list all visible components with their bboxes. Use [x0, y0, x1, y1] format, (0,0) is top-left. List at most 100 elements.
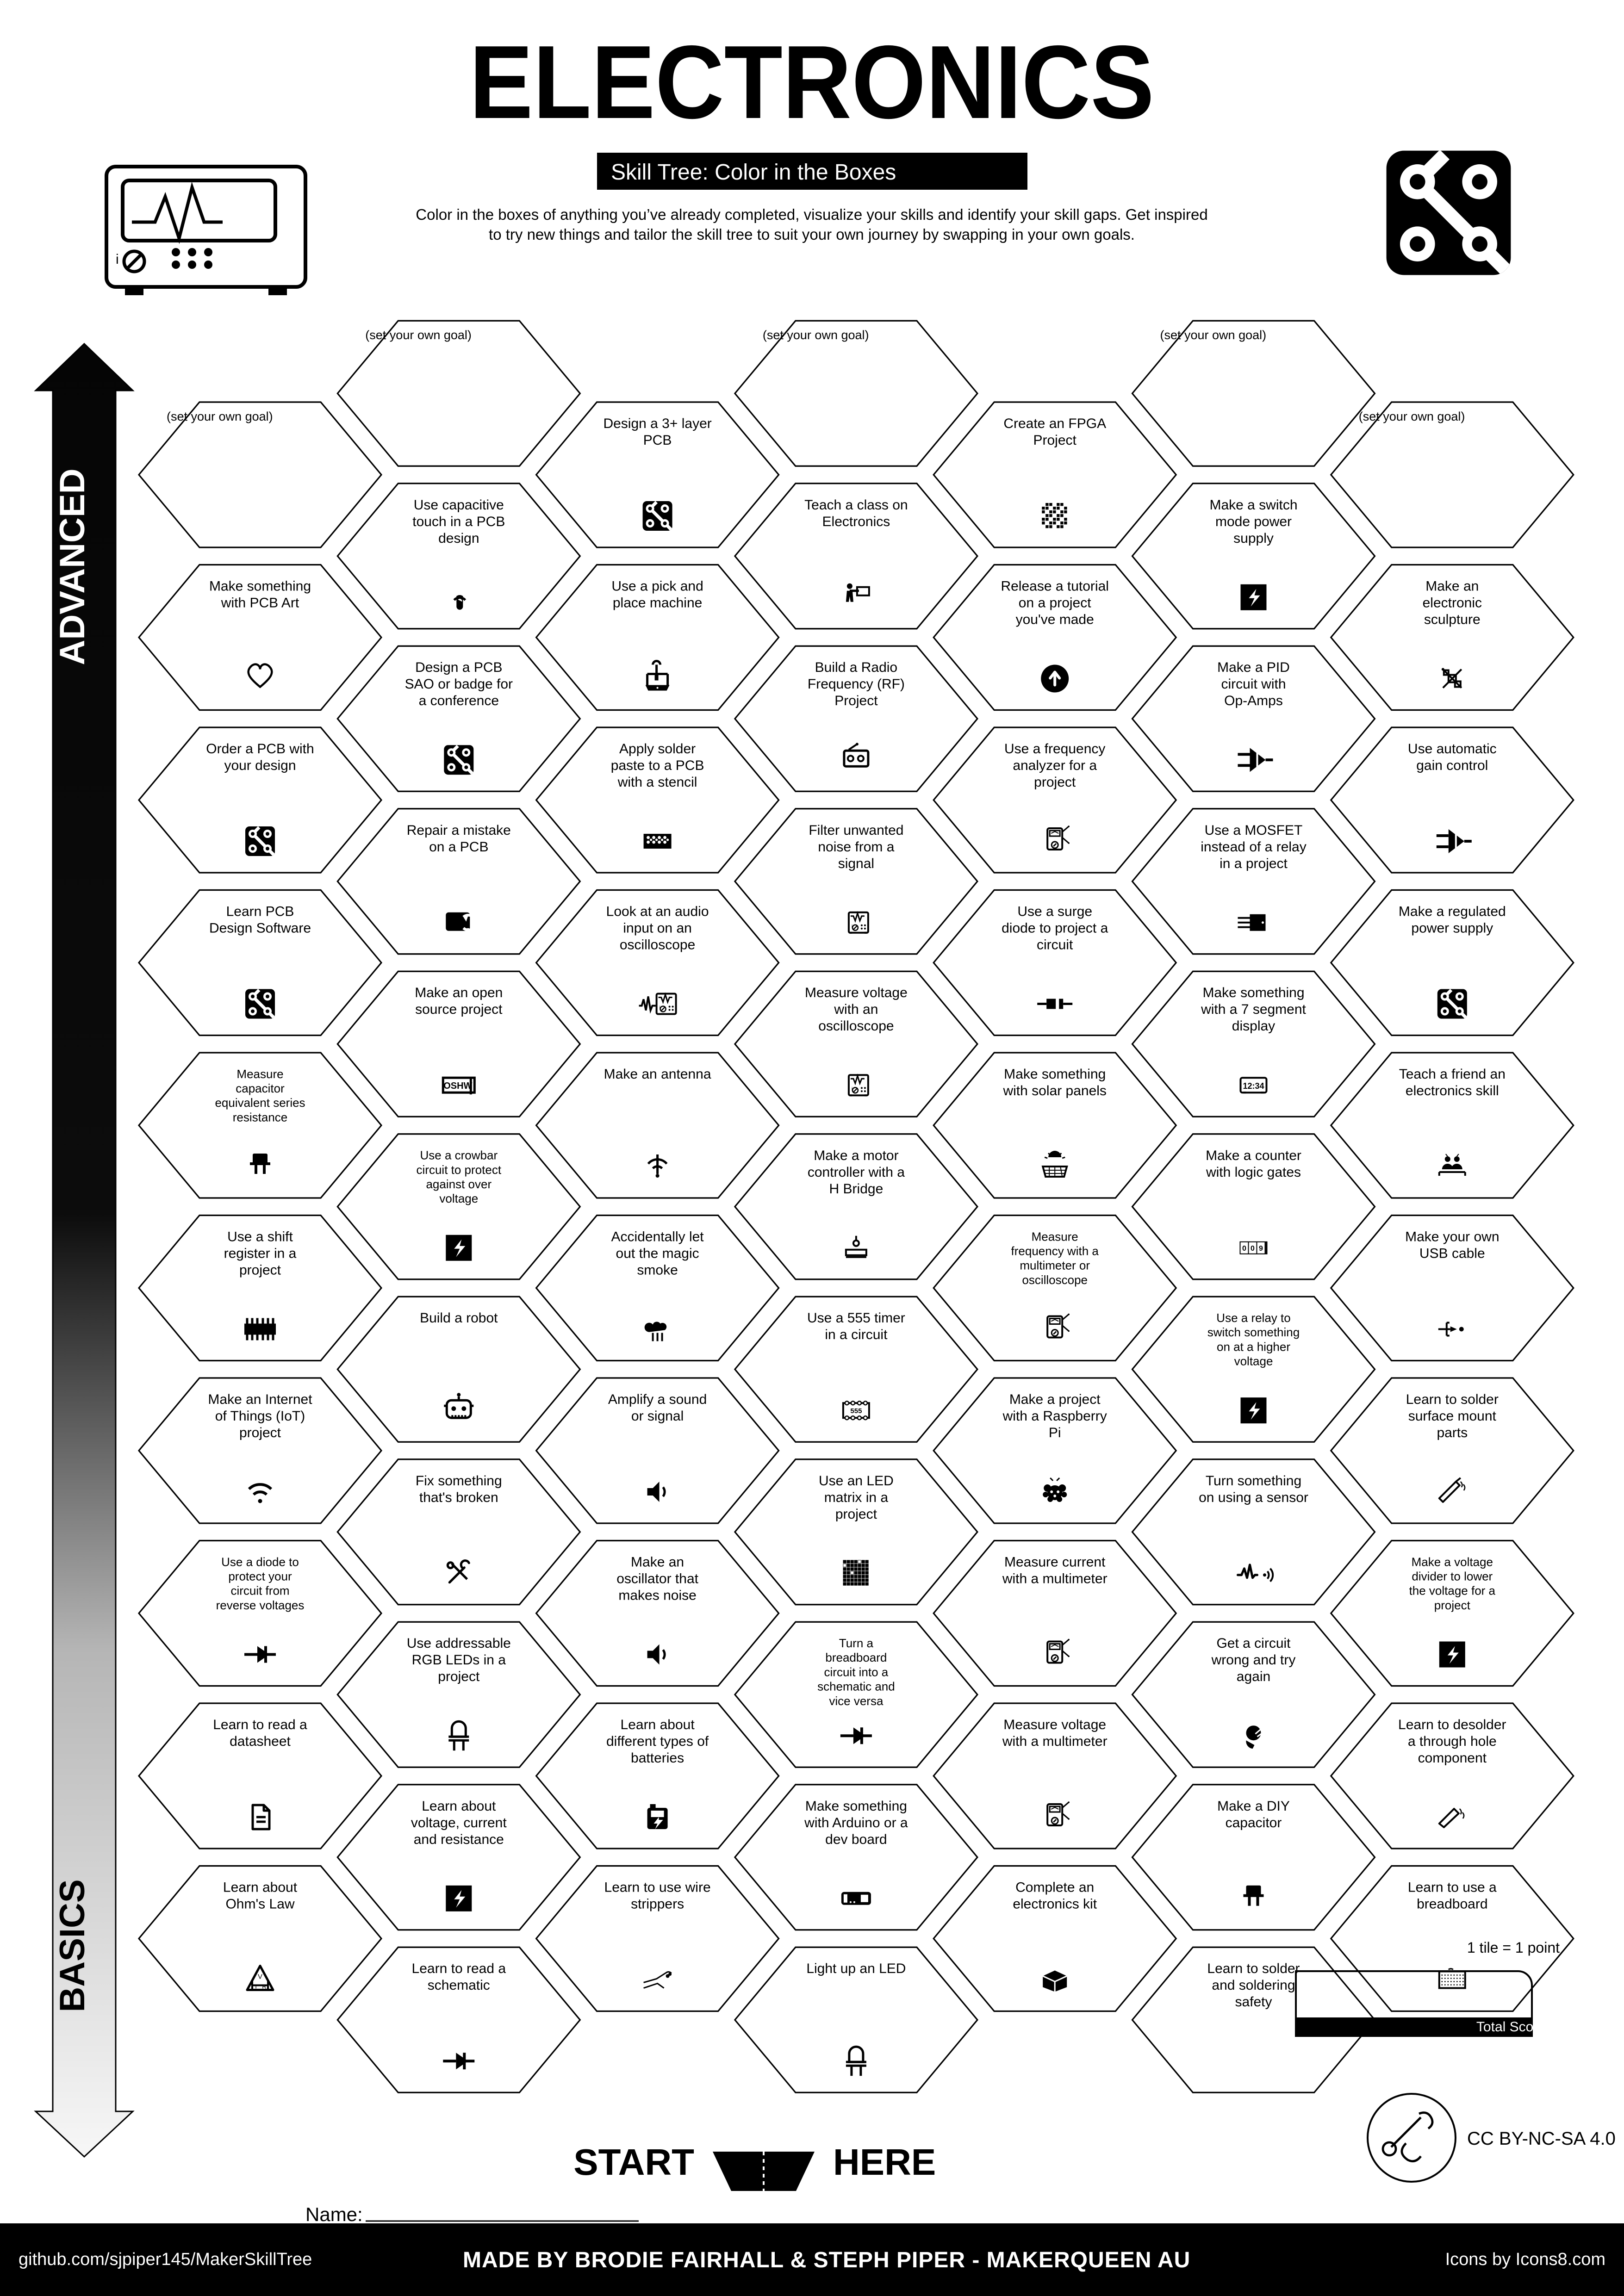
- svg-text:circuit into a: circuit into a: [824, 1665, 889, 1679]
- svg-text:Measure voltage: Measure voltage: [805, 985, 908, 1000]
- svg-text:Learn to use wire: Learn to use wire: [604, 1880, 711, 1895]
- svg-text:supply: supply: [1233, 531, 1274, 546]
- svg-text:schematic: schematic: [428, 1978, 490, 1993]
- svg-text:safety: safety: [1235, 1994, 1272, 2010]
- svg-text:on using a sensor: on using a sensor: [1199, 1490, 1308, 1505]
- svg-text:Use a frequency: Use a frequency: [1004, 741, 1105, 757]
- svg-text:equivalent series: equivalent series: [215, 1096, 305, 1110]
- svg-text:Build a Radio: Build a Radio: [815, 660, 897, 675]
- svg-text:Make something: Make something: [805, 1799, 907, 1814]
- svg-text:Release a tutorial: Release a tutorial: [1001, 579, 1108, 594]
- svg-text:place machine: place machine: [613, 596, 702, 611]
- svg-text:555: 555: [850, 1407, 862, 1415]
- svg-text:project: project: [1034, 775, 1076, 790]
- svg-text:Learn to solder: Learn to solder: [1207, 1961, 1300, 1976]
- svg-text:oscilloscope: oscilloscope: [818, 1018, 894, 1034]
- svg-text:Use capacitive: Use capacitive: [414, 497, 504, 513]
- svg-text:Make a voltage: Make a voltage: [1412, 1555, 1493, 1569]
- svg-text:analyzer for a: analyzer for a: [1013, 758, 1097, 773]
- svg-text:breadboard: breadboard: [825, 1651, 887, 1664]
- svg-text:of Things (IoT): of Things (IoT): [215, 1409, 305, 1424]
- svg-text:Use a shift: Use a shift: [227, 1229, 293, 1245]
- svg-text:the voltage for a: the voltage for a: [1409, 1584, 1496, 1598]
- svg-text:different types of: different types of: [606, 1734, 709, 1749]
- svg-text:with a multimeter: with a multimeter: [1002, 1571, 1108, 1587]
- svg-text:Make an Internet: Make an Internet: [208, 1392, 312, 1407]
- svg-text:HERE: HERE: [833, 2141, 936, 2183]
- svg-text:Project: Project: [1033, 433, 1077, 448]
- svg-text:Filter unwanted: Filter unwanted: [809, 823, 903, 838]
- svg-text:Skill Tree: Color in the Boxes: Skill Tree: Color in the Boxes: [611, 160, 896, 185]
- svg-text:MADE BY BRODIE FAIRHALL & STEP: MADE BY BRODIE FAIRHALL & STEPH PIPER - …: [463, 2248, 1190, 2272]
- svg-text:breadboard: breadboard: [1417, 1897, 1487, 1912]
- svg-text:Project: Project: [834, 693, 878, 708]
- svg-text:START: START: [573, 2141, 694, 2183]
- svg-text:circuit to protect: circuit to protect: [417, 1163, 502, 1177]
- svg-text:Make a motor: Make a motor: [814, 1148, 898, 1163]
- svg-text:I: I: [255, 1983, 257, 1990]
- svg-text:on a PCB: on a PCB: [429, 839, 488, 855]
- svg-text:a conference: a conference: [419, 693, 499, 708]
- svg-text:your design: your design: [224, 758, 296, 773]
- svg-text:and soldering: and soldering: [1212, 1978, 1295, 1993]
- svg-text:Ohm's Law: Ohm's Law: [225, 1897, 294, 1912]
- svg-text:OSHW: OSHW: [443, 1081, 472, 1091]
- svg-text:oscilloscope: oscilloscope: [1022, 1273, 1088, 1287]
- svg-text:PCB: PCB: [643, 433, 672, 448]
- svg-text:voltage, current: voltage, current: [411, 1815, 507, 1831]
- svg-text:oscilloscope: oscilloscope: [620, 937, 695, 953]
- svg-text:Light up an LED: Light up an LED: [806, 1961, 906, 1976]
- svg-text:circuit with: circuit with: [1221, 676, 1286, 692]
- svg-text:dev board: dev board: [825, 1832, 887, 1847]
- svg-text:with a Raspberry: with a Raspberry: [1002, 1409, 1107, 1424]
- svg-text:with logic gates: with logic gates: [1206, 1165, 1301, 1180]
- svg-text:and resistance: and resistance: [414, 1832, 504, 1847]
- svg-text:(set your own goal): (set your own goal): [1359, 410, 1465, 423]
- svg-text:design: design: [438, 531, 479, 546]
- svg-text:V: V: [258, 1973, 262, 1981]
- svg-text:power supply: power supply: [1411, 921, 1493, 936]
- svg-text:on at a higher: on at a higher: [1217, 1340, 1290, 1354]
- svg-text:(set your own goal): (set your own goal): [763, 328, 869, 342]
- svg-text:Learn to use a: Learn to use a: [1408, 1880, 1497, 1895]
- svg-text:project: project: [239, 1263, 281, 1278]
- svg-text:Use a surge: Use a surge: [1017, 904, 1092, 919]
- svg-text:makes noise: makes noise: [618, 1588, 696, 1603]
- svg-text:Teach a class on: Teach a class on: [804, 497, 908, 513]
- svg-text:electronics kit: electronics kit: [1013, 1897, 1097, 1912]
- svg-text:Learn to read a: Learn to read a: [213, 1717, 307, 1732]
- svg-text:Learn about: Learn about: [621, 1717, 695, 1732]
- svg-text:to try new things and tailor t: to try new things and tailor the skill t…: [489, 226, 1135, 243]
- svg-text:Measure current: Measure current: [1004, 1555, 1106, 1570]
- svg-text:(set your own goal): (set your own goal): [365, 328, 472, 342]
- svg-text:touch in a PCB: touch in a PCB: [412, 514, 505, 529]
- svg-text:against over: against over: [426, 1177, 492, 1191]
- svg-text:wrong and try: wrong and try: [1211, 1652, 1296, 1668]
- svg-text:schematic and: schematic and: [817, 1680, 895, 1694]
- svg-text:H Bridge: H Bridge: [829, 1181, 884, 1197]
- svg-text:Learn to read a: Learn to read a: [412, 1961, 506, 1976]
- svg-text:Make a switch: Make a switch: [1209, 497, 1297, 513]
- svg-text:ADVANCED: ADVANCED: [53, 468, 92, 665]
- svg-text:frequency with a: frequency with a: [1011, 1244, 1099, 1258]
- svg-text:ELECTRONICS: ELECTRONICS: [469, 24, 1154, 140]
- svg-text:Pi: Pi: [1049, 1425, 1061, 1440]
- svg-text:BASICS: BASICS: [53, 1879, 92, 2012]
- svg-text:Make an open: Make an open: [415, 985, 503, 1000]
- svg-text:input on an: input on an: [623, 921, 691, 936]
- svg-text:mode power: mode power: [1215, 514, 1292, 529]
- svg-text:resistance: resistance: [233, 1110, 288, 1124]
- svg-text:display: display: [1232, 1018, 1275, 1034]
- svg-text:source project: source project: [415, 1002, 503, 1017]
- svg-text:project: project: [239, 1425, 281, 1440]
- svg-text:reverse voltages: reverse voltages: [216, 1598, 305, 1612]
- svg-text:Build a robot: Build a robot: [420, 1310, 498, 1326]
- svg-text:(set your own goal): (set your own goal): [167, 410, 273, 423]
- svg-text:Color in the boxes of anything: Color in the boxes of anything you’ve al…: [416, 206, 1207, 223]
- svg-text:USB cable: USB cable: [1419, 1246, 1485, 1261]
- svg-text:you've made: you've made: [1016, 612, 1094, 627]
- svg-text:CC BY-NC-SA 4.0: CC BY-NC-SA 4.0: [1467, 2128, 1616, 2149]
- svg-text:in a project: in a project: [1220, 856, 1288, 871]
- svg-text:on a project: on a project: [1019, 596, 1091, 611]
- svg-text:circuit: circuit: [1037, 937, 1073, 953]
